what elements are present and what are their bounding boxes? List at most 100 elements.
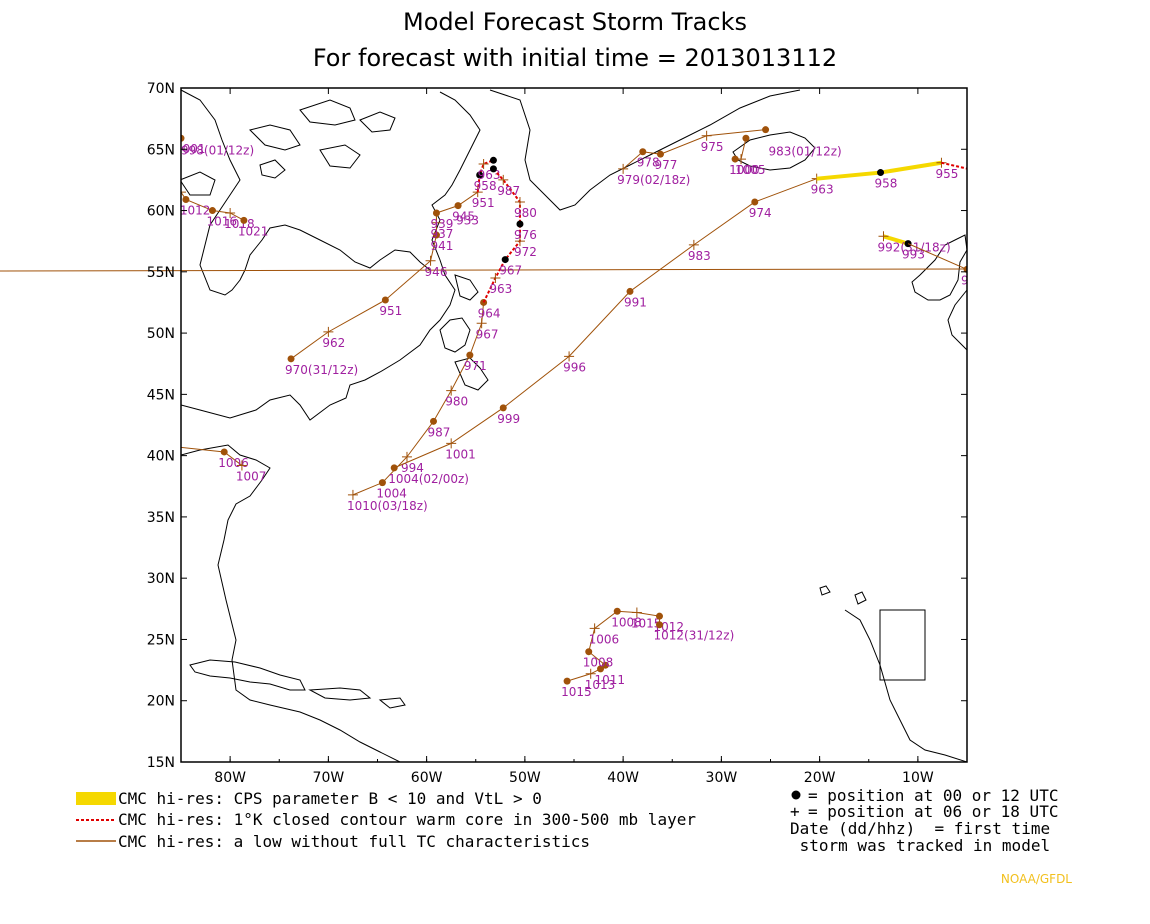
- track-point-dot: [731, 155, 739, 163]
- track-point-plus: [514, 196, 525, 207]
- credit-label: NOAA/GFDL: [1000, 872, 1072, 886]
- track-point-dot: [751, 198, 759, 206]
- track-point-dot: [975, 168, 982, 175]
- map-axes: 70N 65N 60N 55N 50N 45N 40N 35N 30N 25N 20N 15N 80W 7…: [147, 81, 968, 786]
- track-point-dot: [655, 612, 663, 620]
- pressure-label: 933: [456, 213, 479, 227]
- track-point-dot: [613, 607, 621, 615]
- track-point-dot: [378, 479, 386, 487]
- pressure-label: 1007: [236, 469, 267, 483]
- track-line-3: [482, 168, 521, 303]
- lat-label: 30N: [147, 571, 175, 587]
- track-point-dot: [454, 202, 462, 210]
- legend-dot-label: = position at 00 or 12 UTC: [808, 786, 1059, 805]
- track-point-plus: [225, 207, 236, 218]
- lat-label: 60N: [147, 204, 175, 220]
- pressure-label: 1006: [589, 632, 620, 646]
- track-line-4: [394, 178, 817, 469]
- legend-date-line1: Date (dd/hhz) = first time: [790, 819, 1051, 838]
- pressure-label: 1013: [585, 678, 616, 692]
- legend-swatches: +: [76, 790, 801, 842]
- track-line-6: [941, 161, 967, 170]
- legend-red-label: CMC hi-res: 1°K closed contour warm core…: [118, 810, 696, 829]
- coastline-3: [189, 659, 306, 691]
- storm-tracks: 970(31/12z)96295194694193793994595195896…: [180, 126, 996, 699]
- track-point-plus: [401, 451, 412, 462]
- pressure-label: 972: [514, 245, 537, 259]
- pressure-label: 962: [322, 336, 345, 350]
- pressure-label: 977: [654, 158, 677, 172]
- track-line-12: [882, 234, 909, 246]
- pressure-label: 983: [688, 249, 711, 263]
- pressure-label: 979(02/18z): [617, 173, 690, 187]
- coastline-16: [819, 585, 831, 596]
- pressure-label: 1006: [218, 456, 249, 470]
- legend-brown-label: CMC hi-res: a low without full TC charac…: [118, 832, 591, 851]
- track-point-dot: [181, 134, 185, 142]
- track-point-plus: [446, 385, 457, 396]
- pressure-label: 946: [425, 265, 448, 279]
- track-point-plus: [878, 231, 889, 242]
- track-point-plus: [589, 623, 600, 634]
- track-point-plus: [476, 318, 487, 329]
- track-point-dot: [563, 677, 571, 685]
- lon-label: 20W: [804, 770, 836, 786]
- pressure-label: 958: [875, 177, 898, 191]
- pressure-label: 1008: [583, 656, 614, 670]
- pressure-label: 983(01/12z): [769, 145, 842, 159]
- pressure-label: 970(31/12z): [285, 363, 358, 377]
- pressure-label: 999: [497, 412, 520, 426]
- coastlines: [181, 89, 967, 762]
- lat-label: 25N: [147, 632, 175, 648]
- lat-label: 20N: [147, 694, 175, 710]
- track-point-dot: [466, 351, 474, 359]
- coastline-2: [181, 89, 431, 296]
- coastline-17: [249, 124, 301, 151]
- chart-subtitle: For forecast with initial time = 2013013…: [312, 44, 838, 72]
- pressure-label: 1012(31/12z): [653, 629, 734, 643]
- track-point-plus: [701, 130, 712, 141]
- pressure-label: 939: [430, 217, 453, 231]
- pressure-label: 996: [563, 360, 586, 374]
- pressure-label: 976: [514, 228, 537, 242]
- coastline-14: [879, 609, 926, 681]
- track-point-dot: [597, 665, 605, 673]
- track-point-plus: [585, 668, 596, 679]
- coastline-9: [454, 274, 479, 301]
- pressure-label: 987: [497, 184, 520, 198]
- chart-title: Model Forecast Storm Tracks: [403, 8, 747, 36]
- pressure-label: 956: [973, 175, 996, 189]
- pressure-label: 958: [474, 179, 497, 193]
- latitude-55-line: [0, 268, 968, 272]
- pressure-label: 1012: [180, 204, 211, 218]
- track-point-plus: [236, 460, 247, 471]
- lon-label: 60W: [411, 770, 443, 786]
- track-point-dot: [655, 621, 663, 629]
- pressure-label: 994: [401, 461, 424, 475]
- pressure-label: 964: [478, 306, 501, 320]
- pressure-label: 1016: [206, 215, 237, 229]
- track-point-dot: [501, 256, 509, 264]
- coastline-7: [439, 317, 471, 353]
- track-point-dot: [240, 216, 248, 224]
- pressure-label: 967: [499, 264, 522, 278]
- track-point-dot: [585, 648, 593, 656]
- pressure-label: 1010(03/18z): [347, 499, 428, 513]
- pressure-label: 951: [379, 304, 402, 318]
- track-point-dot: [489, 156, 497, 164]
- track-point-dot: [499, 404, 507, 412]
- pressure-label: 1000: [729, 163, 760, 177]
- track-point-plus: [425, 255, 436, 266]
- pressure-label: 945: [452, 210, 475, 224]
- pressure-label: 987: [428, 425, 451, 439]
- track-point-dot: [287, 355, 295, 363]
- track-point-dot: [381, 296, 389, 304]
- map-frame: [180, 87, 968, 763]
- pressure-label: 992(31/18z): [877, 240, 950, 254]
- track-point-dot: [390, 464, 398, 472]
- track-point-dot: [476, 171, 484, 179]
- track-point-plus: [472, 187, 483, 198]
- pressure-label: 1004: [376, 487, 407, 501]
- coastline-10: [732, 131, 816, 171]
